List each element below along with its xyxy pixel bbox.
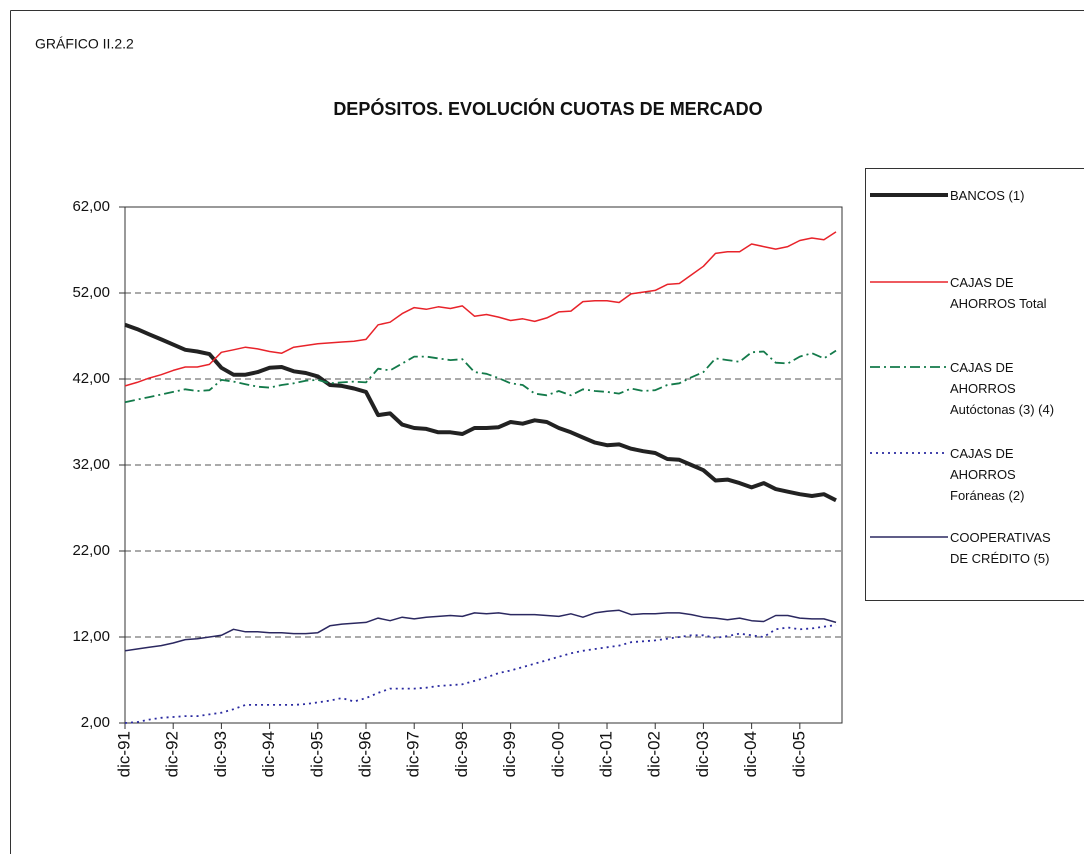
- series-line: [124, 349, 837, 404]
- x-tick-label: dic-00: [548, 731, 567, 777]
- plot-area: [124, 206, 843, 724]
- x-tick-label: dic-02: [645, 731, 664, 777]
- x-tick-label: dic-95: [307, 731, 326, 777]
- y-tick-label: 12,00: [72, 628, 110, 645]
- legend-label: CAJAS DE AHORROS Autóctonas (3) (4): [950, 360, 1055, 417]
- x-tick-label: dic-98: [452, 731, 471, 777]
- x-tick-label: dic-94: [259, 731, 278, 777]
- chart-title: DEPÓSITOS. EVOLUCIÓN CUOTAS DE MERCADO: [333, 98, 762, 119]
- x-tick-label: dic-93: [211, 731, 230, 777]
- series-line: [124, 322, 837, 503]
- x-tick-label: dic-01: [597, 731, 616, 777]
- legend-label: COOPERATIVAS DE CRÉDITO (5): [950, 530, 1051, 566]
- legend-label: BANCOS (1): [950, 188, 1025, 203]
- y-tick-label: 32,00: [72, 456, 110, 473]
- series-line: [124, 231, 837, 387]
- legend-label: CAJAS DE AHORROS Total: [950, 275, 1047, 311]
- series-line: [124, 624, 837, 724]
- chart-label: GRÁFICO II.2.2: [35, 36, 134, 52]
- x-tick-label: dic-97: [404, 731, 423, 777]
- x-tick-label: dic-04: [741, 731, 760, 777]
- x-tick-label: dic-99: [500, 731, 519, 777]
- y-tick-label: 52,00: [72, 284, 110, 301]
- series-line: [124, 609, 837, 652]
- x-tick-label: dic-96: [355, 731, 374, 777]
- y-tick-label: 62,00: [72, 198, 110, 215]
- x-tick-label: dic-05: [789, 731, 808, 777]
- x-tick-label: dic-92: [163, 731, 182, 777]
- y-tick-label: 42,00: [72, 370, 110, 387]
- x-tick-label: dic-91: [114, 731, 133, 777]
- y-tick-label: 2,00: [81, 714, 110, 731]
- legend-box: [865, 168, 1084, 601]
- legend-label: CAJAS DE AHORROS Foráneas (2): [950, 446, 1025, 503]
- x-tick-label: dic-03: [693, 731, 712, 777]
- y-tick-label: 22,00: [72, 542, 110, 559]
